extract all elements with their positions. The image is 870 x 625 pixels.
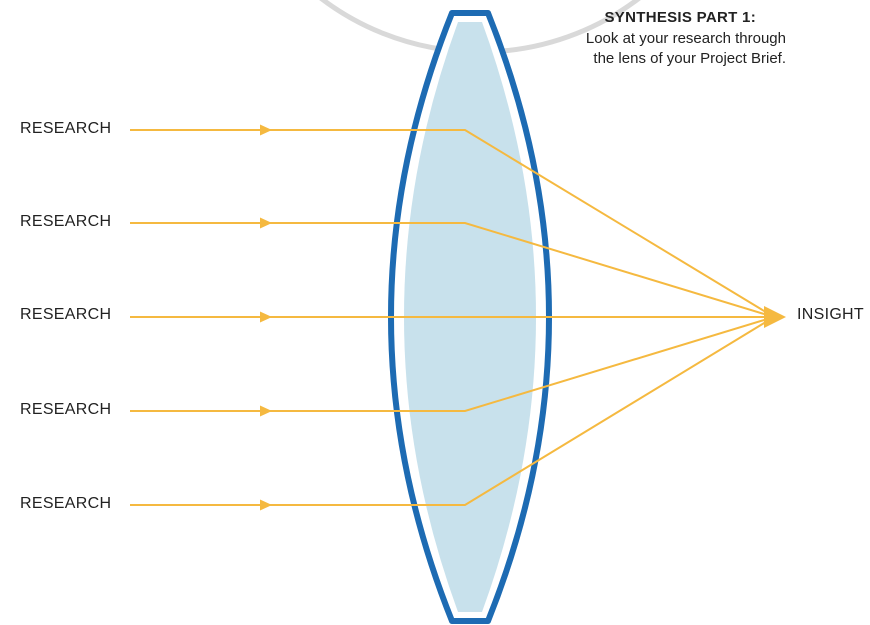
ray-line <box>130 316 775 412</box>
ray-arrowhead <box>260 405 272 417</box>
research-label: RESEARCH <box>20 213 112 230</box>
ray-arrowhead <box>260 124 272 136</box>
ray-line <box>130 316 775 506</box>
ray-line <box>130 222 775 318</box>
research-label: RESEARCH <box>20 120 112 137</box>
ray-arrowhead <box>260 217 272 229</box>
insight-label: INSIGHT <box>797 306 864 323</box>
subtitle-line-1: Look at your research through <box>585 30 786 47</box>
subtitle-line-2: the lens of your Project Brief. <box>593 50 786 67</box>
ray-arrowhead <box>260 311 272 323</box>
title-heading: SYNTHESIS PART 1: <box>604 9 756 26</box>
ray-line <box>130 129 775 318</box>
title-block: SYNTHESIS PART 1: Look at your research … <box>586 9 786 69</box>
research-label: RESEARCH <box>20 495 112 512</box>
research-label: RESEARCH <box>20 401 112 418</box>
arrows-group <box>260 124 786 511</box>
research-label: RESEARCH <box>20 306 112 323</box>
ray-arrowhead <box>260 499 272 511</box>
rays-group <box>130 129 775 506</box>
focus-arrowhead <box>764 306 786 328</box>
